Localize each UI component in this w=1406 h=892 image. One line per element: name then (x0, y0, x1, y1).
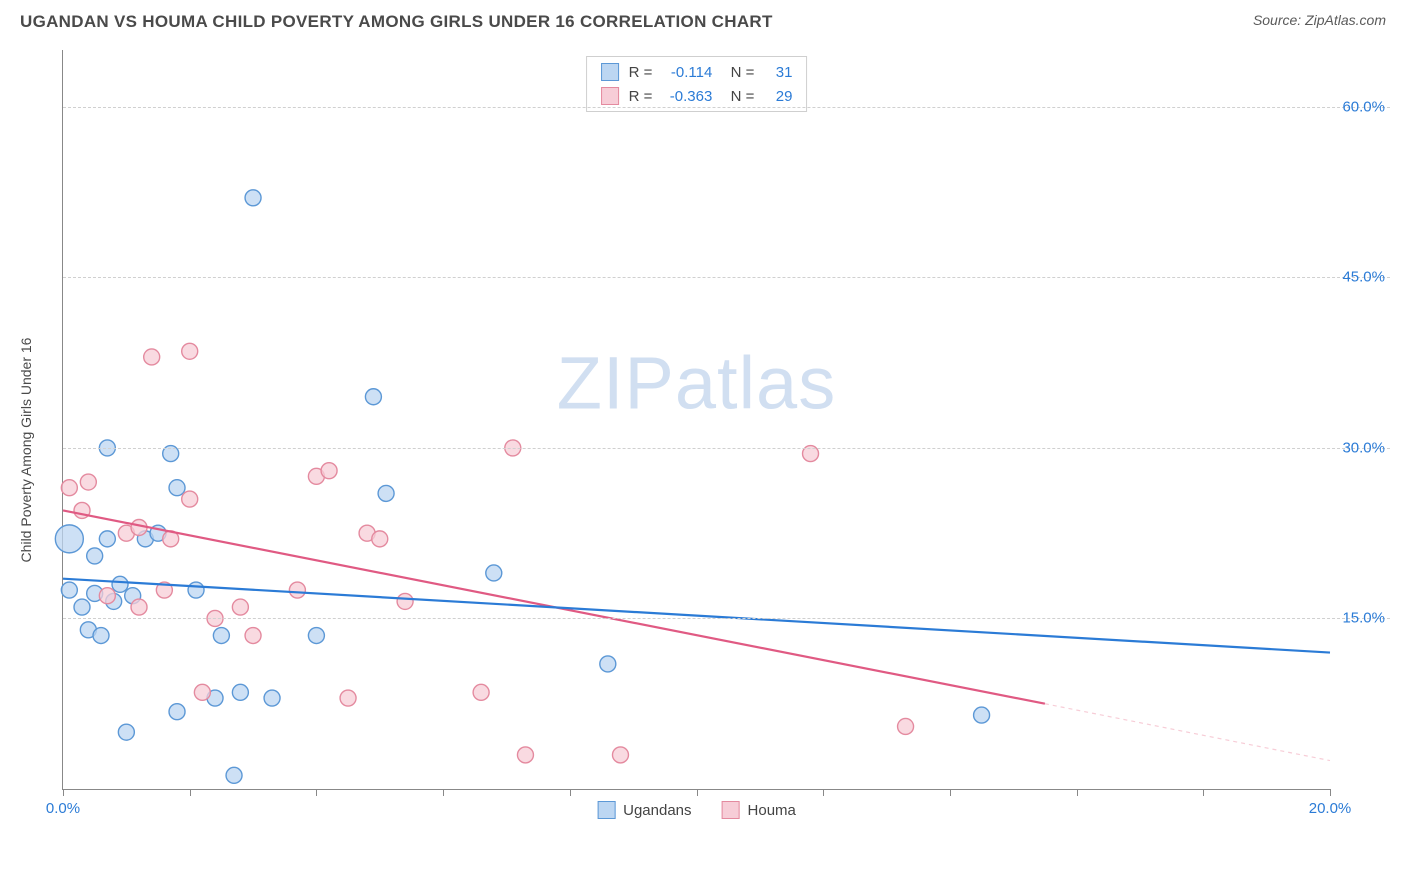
houma-point (517, 747, 533, 763)
chart-title: UGANDAN VS HOUMA CHILD POVERTY AMONG GIR… (20, 12, 773, 32)
ugandans-point (974, 707, 990, 723)
stat-row-ugandans: R = -0.114 N = 31 (601, 63, 793, 81)
ugandans-point (213, 628, 229, 644)
ugandans-point (486, 565, 502, 581)
houma-point (372, 531, 388, 547)
x-tick-label: 20.0% (1309, 800, 1352, 817)
houma-point (144, 349, 160, 365)
x-tick (63, 789, 64, 796)
ugandans-point (600, 656, 616, 672)
y-tick-label: 30.0% (1342, 439, 1385, 456)
x-tick-label: 0.0% (46, 800, 80, 817)
legend-bottom: Ugandans Houma (597, 801, 796, 819)
houma-point (99, 588, 115, 604)
ugandans-point (61, 582, 77, 598)
ugandans-point (226, 767, 242, 783)
houma-point (245, 628, 261, 644)
ugandans-point (245, 190, 261, 206)
n-label: N = (722, 88, 754, 105)
houma-legend-swatch-icon (722, 801, 740, 819)
x-tick (316, 789, 317, 796)
gridline (63, 618, 1390, 619)
ugandans-point (112, 576, 128, 592)
ugandans-point (118, 724, 134, 740)
ugandans-swatch-icon (601, 63, 619, 81)
x-tick (1203, 789, 1204, 796)
houma-point (182, 343, 198, 359)
y-tick-label: 45.0% (1342, 269, 1385, 286)
n-value: 31 (764, 64, 792, 81)
houma-point (182, 491, 198, 507)
houma-point (194, 684, 210, 700)
x-tick (1077, 789, 1078, 796)
source-label: Source: ZipAtlas.com (1253, 12, 1386, 28)
ugandans-point (264, 690, 280, 706)
r-value: -0.363 (662, 88, 712, 105)
y-tick-label: 15.0% (1342, 610, 1385, 627)
houma-point (321, 463, 337, 479)
ugandans-point (365, 389, 381, 405)
houma-point (61, 480, 77, 496)
ugandans-point (169, 480, 185, 496)
gridline (63, 277, 1390, 278)
n-label: N = (722, 64, 754, 81)
houma-point (289, 582, 305, 598)
r-label: R = (629, 88, 653, 105)
ugandans-point (308, 628, 324, 644)
houma-point (473, 684, 489, 700)
legend-item-houma: Houma (722, 801, 796, 819)
x-tick (950, 789, 951, 796)
x-tick (190, 789, 191, 796)
houma-point (232, 599, 248, 615)
ugandans-point (99, 531, 115, 547)
x-tick (697, 789, 698, 796)
chart-container: Child Poverty Among Girls Under 16 ZIPat… (50, 50, 1390, 850)
ugandans-point (378, 485, 394, 501)
houma-regression-extension (1045, 704, 1330, 761)
houma-point (80, 474, 96, 490)
ugandans-point (87, 548, 103, 564)
y-axis-label: Child Poverty Among Girls Under 16 (18, 338, 34, 563)
gridline (63, 107, 1390, 108)
ugandans-point (232, 684, 248, 700)
r-label: R = (629, 64, 653, 81)
plot-svg (63, 50, 1330, 789)
ugandans-point (169, 704, 185, 720)
ugandans-point (74, 599, 90, 615)
x-tick (823, 789, 824, 796)
y-tick-label: 60.0% (1342, 98, 1385, 115)
r-value: -0.114 (662, 64, 712, 81)
x-tick (443, 789, 444, 796)
legend-label: Ugandans (623, 802, 691, 819)
houma-point (340, 690, 356, 706)
stat-box: R = -0.114 N = 31 R = -0.363 N = 29 (586, 56, 808, 112)
ugandans-point (93, 628, 109, 644)
x-tick (1330, 789, 1331, 796)
x-tick (570, 789, 571, 796)
houma-swatch-icon (601, 87, 619, 105)
ugandans-point (188, 582, 204, 598)
houma-point (397, 593, 413, 609)
ugandans-legend-swatch-icon (597, 801, 615, 819)
houma-point (898, 718, 914, 734)
houma-point (131, 599, 147, 615)
houma-point (612, 747, 628, 763)
ugandans-point (55, 525, 83, 553)
stat-row-houma: R = -0.363 N = 29 (601, 87, 793, 105)
n-value: 29 (764, 88, 792, 105)
gridline (63, 448, 1390, 449)
plot-area: ZIPatlas R =-0.114 N =31R =-0.363 N =29 … (62, 50, 1330, 790)
legend-item-ugandans: Ugandans (597, 801, 691, 819)
legend-label: Houma (748, 802, 796, 819)
